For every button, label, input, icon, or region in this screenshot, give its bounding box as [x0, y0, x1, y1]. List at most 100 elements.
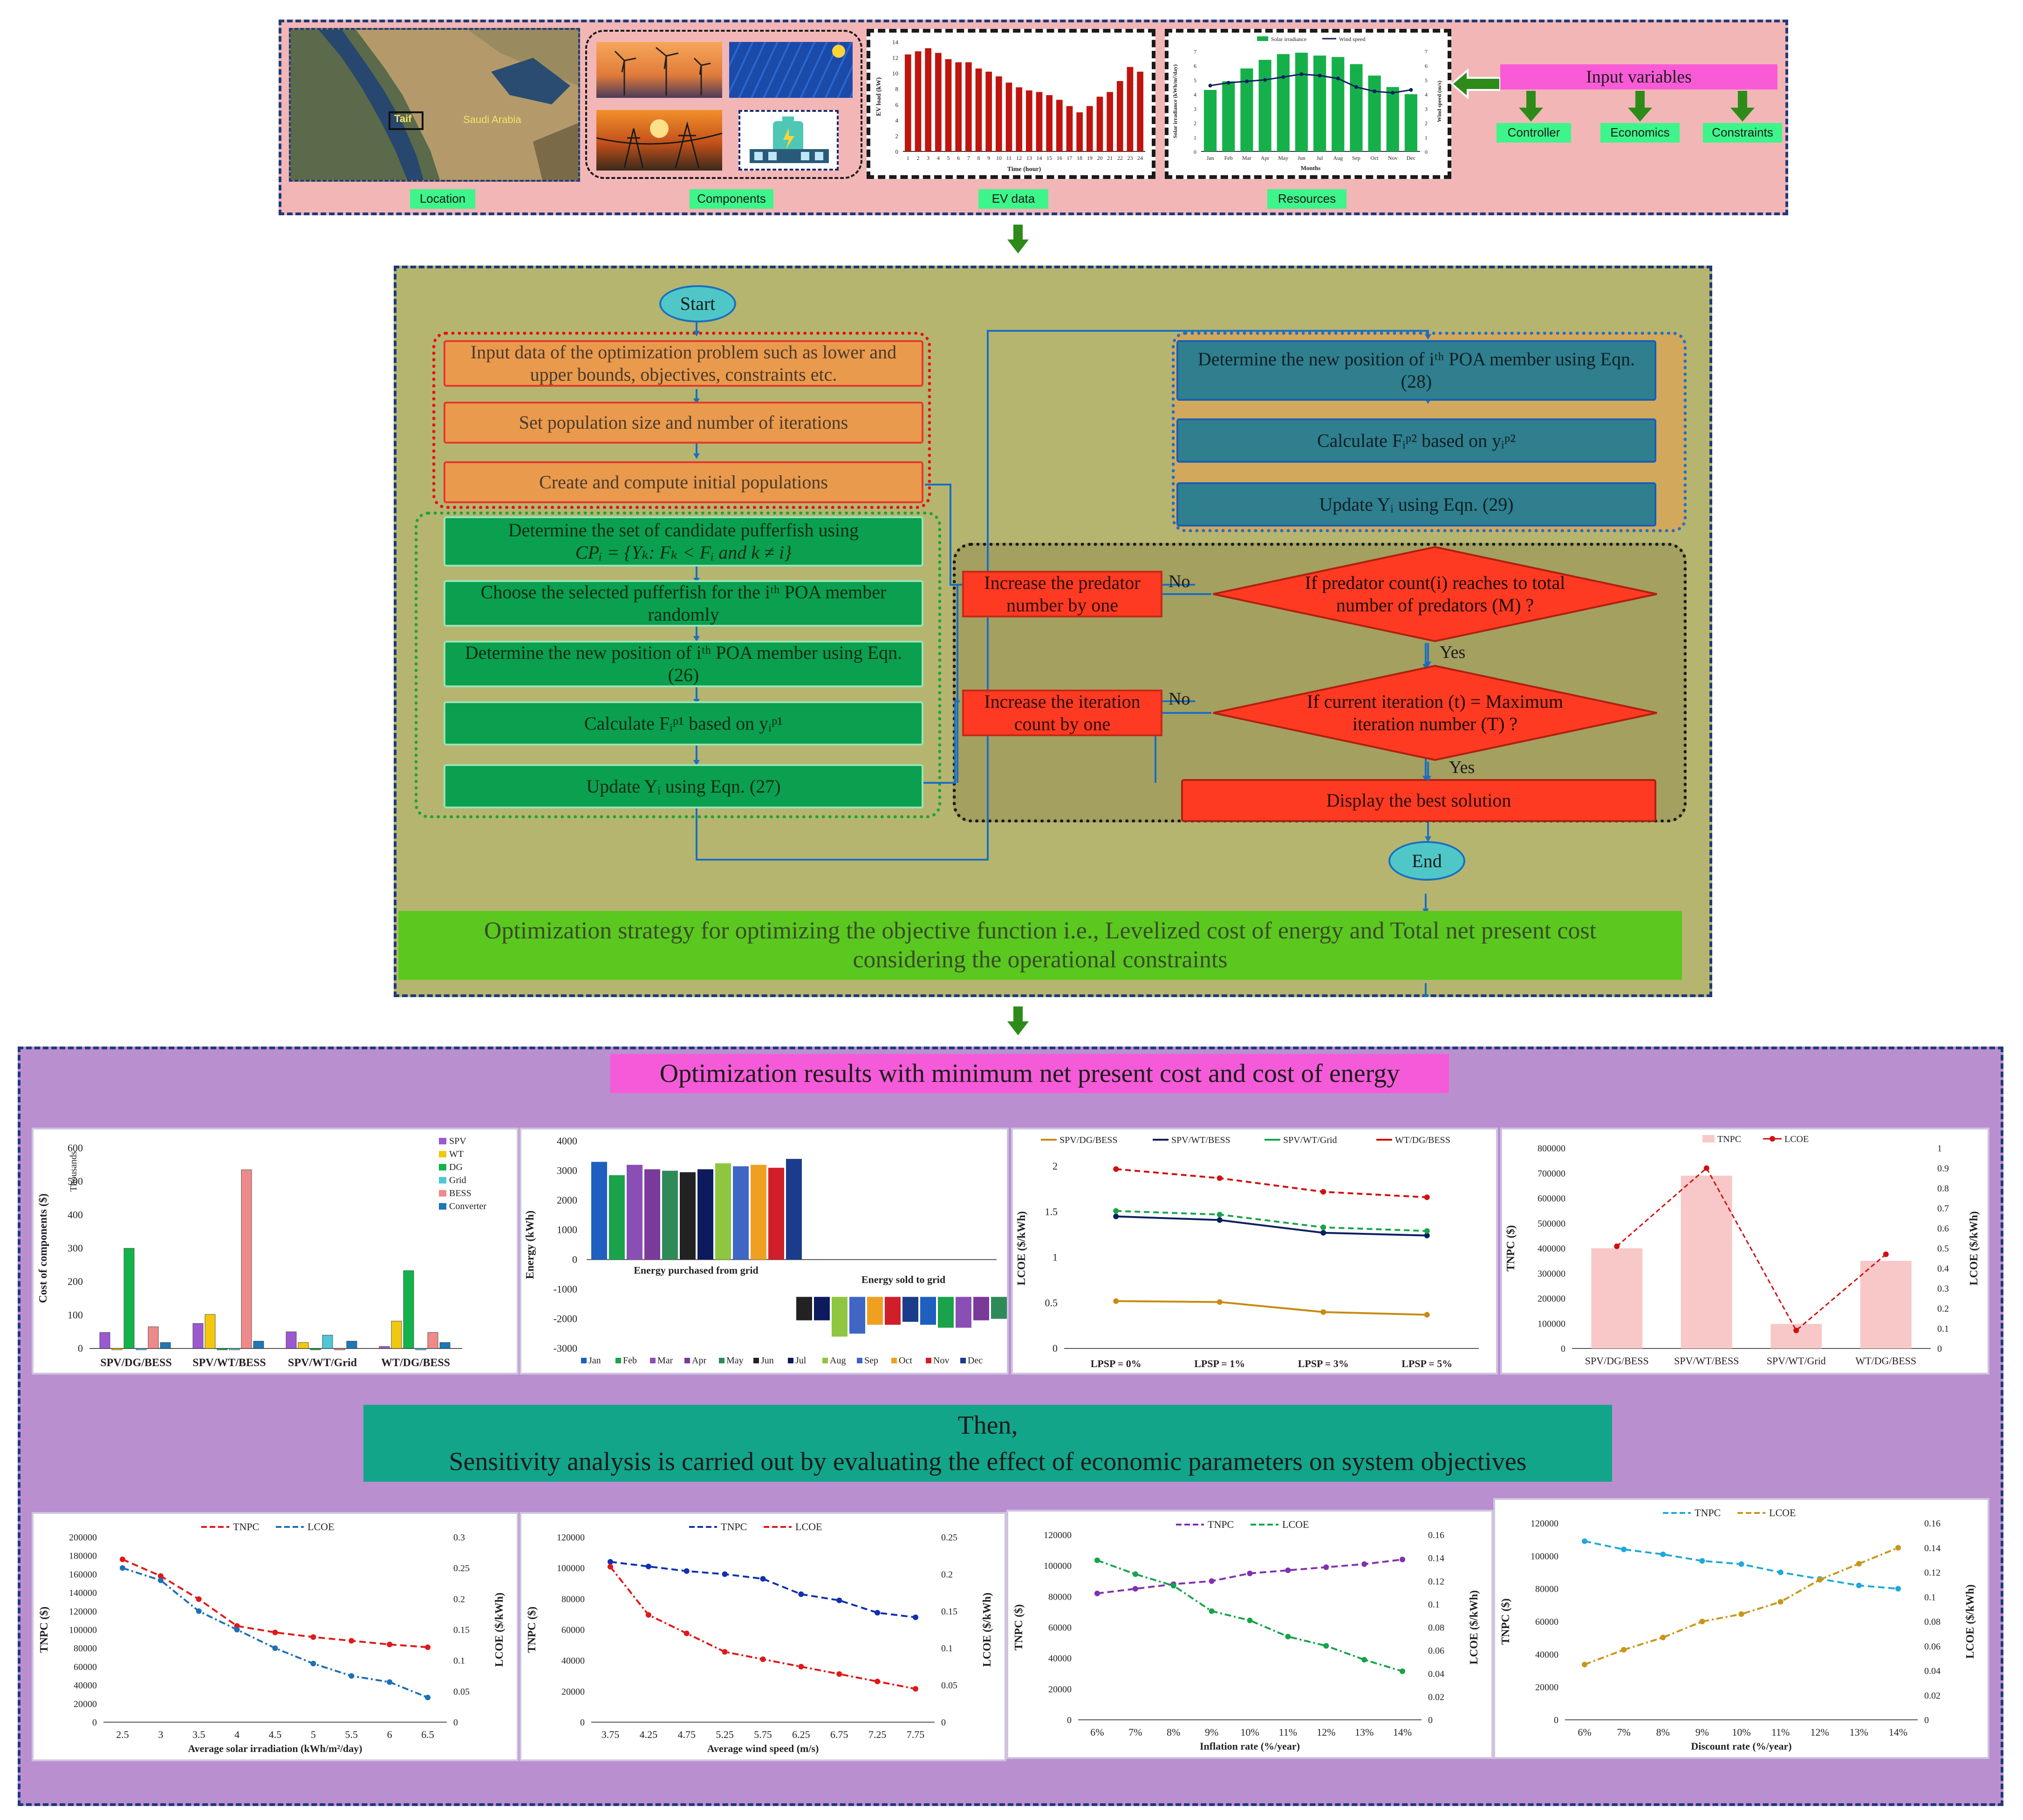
c0-ytick: 200 [68, 1276, 83, 1287]
c0-bar-spv [286, 1331, 297, 1349]
c6-legend-lcoe: LCOE [1282, 1519, 1309, 1530]
c2-point [1113, 1213, 1119, 1219]
tag-location: Location [410, 189, 475, 209]
c3-category: WT/DG/BESS [1855, 1355, 1916, 1367]
c6-ytick-right: 0.06 [1428, 1646, 1444, 1656]
c5-point-tnpc [722, 1571, 728, 1577]
c4-ytick-right: 0.1 [453, 1656, 465, 1666]
c4-ytick: 0 [92, 1717, 97, 1728]
c7-point-lcoe [1660, 1635, 1666, 1641]
c7-legend-tnpc: TNPC [1695, 1507, 1721, 1519]
input-constraints: Constraints [1703, 123, 1782, 143]
c1-bar-purchased [680, 1172, 696, 1260]
c1-bar-purchased [768, 1168, 784, 1260]
c1-legend-swatch [857, 1358, 862, 1363]
c1-bar-purchased [644, 1169, 660, 1260]
chart-panel-solar: 0 20000 40000 60000 80000 100000 120000 140000 1… [32, 1512, 519, 1761]
c0-ytick: 600 [68, 1142, 83, 1154]
c1-bar-purchased [715, 1163, 731, 1260]
res-month: May [1278, 155, 1288, 161]
c6-xtick: 13% [1355, 1726, 1374, 1738]
step-calculate-fp1: Calculate Fᵢᵖ¹ based on yᵢᵖ¹ [444, 701, 923, 746]
c1-ytick: 4000 [557, 1135, 577, 1147]
c5-xtick: 4.75 [677, 1729, 696, 1740]
start-terminal: Start [659, 285, 736, 322]
c3-ytick-right: 1 [1937, 1143, 1942, 1154]
battery-storage-image [738, 110, 839, 171]
c6-ytick: 20000 [1048, 1684, 1072, 1695]
c6-xtick: 11% [1279, 1726, 1298, 1738]
ev-ylabel: EV load (kW) [875, 77, 882, 116]
c1-legend-label: Apr [692, 1355, 706, 1366]
c6-ytick-right: 0 [1428, 1715, 1433, 1725]
c5-xtick: 7.75 [907, 1729, 925, 1740]
c3-ytick-right: 0.1 [1937, 1324, 1949, 1334]
c2-point [1113, 1166, 1119, 1172]
c0-bar-dg [217, 1348, 228, 1350]
c0-bar-converter [253, 1341, 264, 1349]
c7-point-lcoe [1621, 1647, 1627, 1653]
c1-legend-label: Oct [899, 1355, 912, 1366]
res-ylabel-left: Solar irradiance (kWh/m²/day) [1172, 64, 1178, 138]
ev-xtick: 2 [917, 155, 920, 161]
c1-legend-swatch [960, 1358, 966, 1363]
wind-point [1299, 72, 1304, 76]
c1-bar-sold [920, 1297, 936, 1325]
c0-bar-spv [192, 1323, 204, 1349]
c3-category: SPV/WT/Grid [1767, 1355, 1826, 1367]
c4-ytick-right: 0.15 [453, 1625, 470, 1635]
wind-point [1226, 81, 1230, 85]
c4-point-lcoe [119, 1565, 125, 1571]
c1-legend-swatch [788, 1358, 793, 1363]
ev-bar [1127, 67, 1134, 151]
c7-ytick: 80000 [1535, 1584, 1558, 1594]
res-ytick: 5 [1194, 77, 1196, 83]
c5-ytick: 100000 [557, 1563, 585, 1574]
c6-ytick-right: 0.1 [1428, 1600, 1440, 1610]
ev-bar [985, 71, 992, 151]
map-label-saudi: Saudi Arabia [463, 114, 521, 125]
c1-legend-swatch [581, 1358, 587, 1363]
c7-ytick-right: 0.16 [1924, 1519, 1941, 1529]
c4-point-tnpc [157, 1573, 164, 1579]
c7-ytick-right: 0.14 [1924, 1543, 1941, 1553]
wind-line [1210, 73, 1411, 94]
ev-ytick: 14 [892, 39, 899, 46]
label-yes-2: Yes [1449, 758, 1475, 777]
c3-ylabel-right: LCOE ($/kWh) [1968, 1211, 1980, 1285]
res-month: Apr [1261, 155, 1270, 161]
c4-point-tnpc [387, 1642, 393, 1648]
resources-chart: Solar irradiance Wind speed 0 0 1 1 2 2 3 3 4 4 5 5 6 6… [1172, 36, 1442, 171]
legend-wind: Wind speed [1339, 36, 1366, 42]
c7-point-tnpc [1895, 1586, 1901, 1592]
c6-point-lcoe [1209, 1608, 1215, 1614]
c0-legend-label: Grid [449, 1175, 466, 1185]
c7-xtick: 11% [1771, 1726, 1790, 1738]
c7-ytick-right: 0.12 [1924, 1568, 1941, 1578]
c5-legend-tnpc: TNPC [721, 1521, 747, 1533]
c1-legend-label: Mar [657, 1355, 673, 1366]
res-ytick-right: 4 [1425, 91, 1428, 98]
step-select-pufferfish: Choose the selected pufferfish for the i… [444, 580, 923, 627]
c3-line-lcoe [1616, 1167, 1886, 1332]
c4-xtick: 5 [311, 1729, 316, 1740]
step-new-position-28: Determine the new position of iᵗʰ POA me… [1176, 340, 1656, 401]
c7-ytick-right: 0.1 [1924, 1592, 1936, 1602]
c6-xtick: 9% [1205, 1726, 1218, 1738]
c0-legend-swatch [439, 1190, 446, 1197]
c6-ylabel-right: LCOE ($/kWh) [1468, 1590, 1480, 1664]
c1-legend-swatch [753, 1358, 759, 1363]
c4-point-lcoe [387, 1679, 393, 1685]
c1-bar-sold [973, 1297, 989, 1321]
c2-category: LPSP = 1% [1194, 1358, 1245, 1369]
wind-point [1391, 91, 1395, 95]
c7-point-lcoe [1856, 1561, 1862, 1567]
tag-components: Components [690, 189, 773, 209]
c5-point-lcoe [645, 1612, 651, 1618]
phase1-group [415, 512, 941, 818]
wind-point [1318, 74, 1322, 78]
c2-point [1320, 1225, 1326, 1231]
c5-point-lcoe [607, 1564, 613, 1570]
c5-point-tnpc [760, 1576, 766, 1582]
ev-xtick: 20 [1097, 155, 1103, 161]
